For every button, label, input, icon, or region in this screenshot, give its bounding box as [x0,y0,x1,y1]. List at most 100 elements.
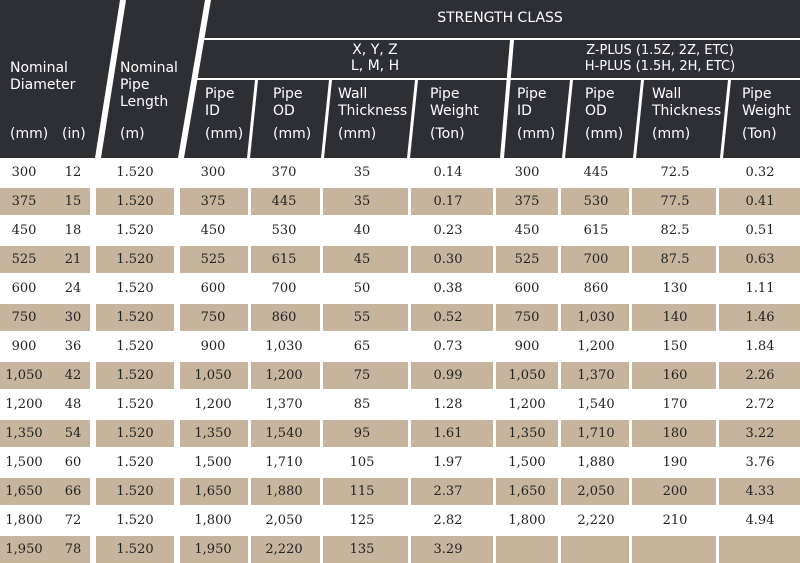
group2-col1-header-line2: ID [517,103,532,119]
cell-pipe-length: 1.520 [116,426,154,441]
cell-g1-wall-thickness: 75 [353,368,371,383]
cell-g2-pipe-id: 600 [514,281,540,296]
cell-diameter-in: 60 [64,455,82,470]
cell-g1-pipe-id: 450 [200,223,226,238]
cell-g2-pipe-od: 1,880 [577,455,615,470]
strength-class-title: STRENGTH CLASS [437,10,563,26]
group1-classes-line1: X, Y, Z [352,42,398,58]
cell-g2-pipe-weight: 0.51 [745,223,775,238]
cell-g2-wall-thickness: 190 [662,455,688,470]
row-stripe [323,188,408,215]
cell-diameter-in: 72 [64,513,82,528]
cell-g2-pipe-weight: 2.72 [745,397,775,412]
cell-g2-wall-thickness: 150 [662,339,688,354]
row-stripe [561,420,629,447]
row-stripe [411,478,493,505]
cell-g1-pipe-weight: 0.52 [433,310,463,325]
row-stripe [180,246,248,273]
cell-g1-pipe-od: 860 [271,310,297,325]
cell-g2-pipe-od: 530 [583,194,609,209]
cell-g2-pipe-id: 375 [514,194,540,209]
cell-g1-wall-thickness: 35 [353,194,371,209]
cell-g2-pipe-weight: 0.41 [745,194,775,209]
cell-g1-wall-thickness: 115 [349,484,375,499]
cell-g1-pipe-id: 900 [200,339,226,354]
row-stripe [323,420,408,447]
group2-classes-line1: Z-PLUS (1.5Z, 2Z, ETC) [586,43,734,58]
row-stripe [719,478,800,505]
row-stripe [561,362,629,389]
row-stripe [0,536,90,563]
cell-pipe-length: 1.520 [116,165,154,180]
row-stripe [323,304,408,331]
row-stripe [251,420,320,447]
cell-g1-pipe-weight: 2.37 [433,484,463,499]
row-stripe [0,362,90,389]
row-stripe [496,362,558,389]
cell-g1-pipe-od: 1,880 [265,484,303,499]
row-stripe [561,246,629,273]
row-stripe [180,304,248,331]
cell-diameter-mm: 1,050 [5,368,43,383]
row-stripe [411,362,493,389]
group1-col4-header-line3: (Ton) [430,126,465,142]
cell-diameter-mm: 300 [11,165,37,180]
cell-diameter-in: 42 [64,368,82,383]
row-stripe [96,188,174,215]
cell-g2-pipe-od: 1,030 [577,310,615,325]
cell-g2-pipe-id: 1,650 [508,484,546,499]
cell-pipe-length: 1.520 [116,339,154,354]
cell-g2-pipe-weight: 0.63 [745,252,775,267]
cell-g1-pipe-od: 615 [271,252,297,267]
cell-diameter-mm: 525 [11,252,37,267]
nominal-pipe-length-line1: Nominal [120,60,178,76]
cell-g2-pipe-od: 2,220 [577,513,615,528]
row-stripe [719,246,800,273]
row-stripe [561,188,629,215]
cell-g1-pipe-id: 600 [200,281,226,296]
cell-g2-pipe-weight: 0.32 [745,165,775,180]
cell-g1-pipe-id: 1,350 [194,426,232,441]
row-stripe [496,304,558,331]
row-stripe [251,536,320,563]
nominal-diameter-in-unit: (in) [62,126,86,142]
cell-g1-pipe-od: 445 [271,194,297,209]
cell-g2-wall-thickness: 210 [662,513,688,528]
cell-g2-wall-thickness: 72.5 [660,165,690,180]
row-stripe [719,362,800,389]
row-stripe [411,304,493,331]
row-stripe [251,188,320,215]
cell-g2-wall-thickness: 140 [662,310,688,325]
nominal-diameter-mm-unit: (mm) [10,126,49,142]
row-stripe [323,478,408,505]
group2-col1-header-line3: (mm) [517,126,556,142]
row-stripe [632,420,716,447]
cell-pipe-length: 1.520 [116,252,154,267]
cell-pipe-length: 1.520 [116,542,154,557]
row-stripe [632,536,716,563]
cell-diameter-in: 12 [64,165,82,180]
cell-diameter-in: 30 [64,310,82,325]
table-row: 1,200 48 1.520 1,200 1,370 85 1.28 1,200 1,540 17… [0,391,800,418]
group2-col2-header-line3: (mm) [585,126,624,142]
cell-g2-pipe-weight: 4.94 [745,513,775,528]
row-stripe [251,478,320,505]
cell-diameter-mm: 1,650 [5,484,43,499]
row-stripe [0,188,90,215]
row-stripe [719,420,800,447]
cell-diameter-mm: 1,800 [5,513,43,528]
cell-g2-pipe-id: 450 [514,223,540,238]
group1-col1-header-line2: ID [205,103,220,119]
cell-g2-pipe-od: 2,050 [577,484,615,499]
group1-col4-header-line2: Weight [430,103,479,119]
cell-diameter-in: 54 [64,426,82,441]
cell-pipe-length: 1.520 [116,223,154,238]
cell-g2-pipe-weight: 4.33 [745,484,775,499]
cell-g2-pipe-weight [720,536,800,563]
row-stripe [96,362,174,389]
cell-g1-pipe-id: 1,500 [194,455,232,470]
table-row: 1,800 72 1.520 1,800 2,050 125 2.82 1,800 2,220 2… [0,507,800,534]
cell-g1-pipe-weight: 1.61 [433,426,463,441]
cell-diameter-in: 15 [64,194,82,209]
cell-g1-pipe-weight: 0.99 [433,368,463,383]
